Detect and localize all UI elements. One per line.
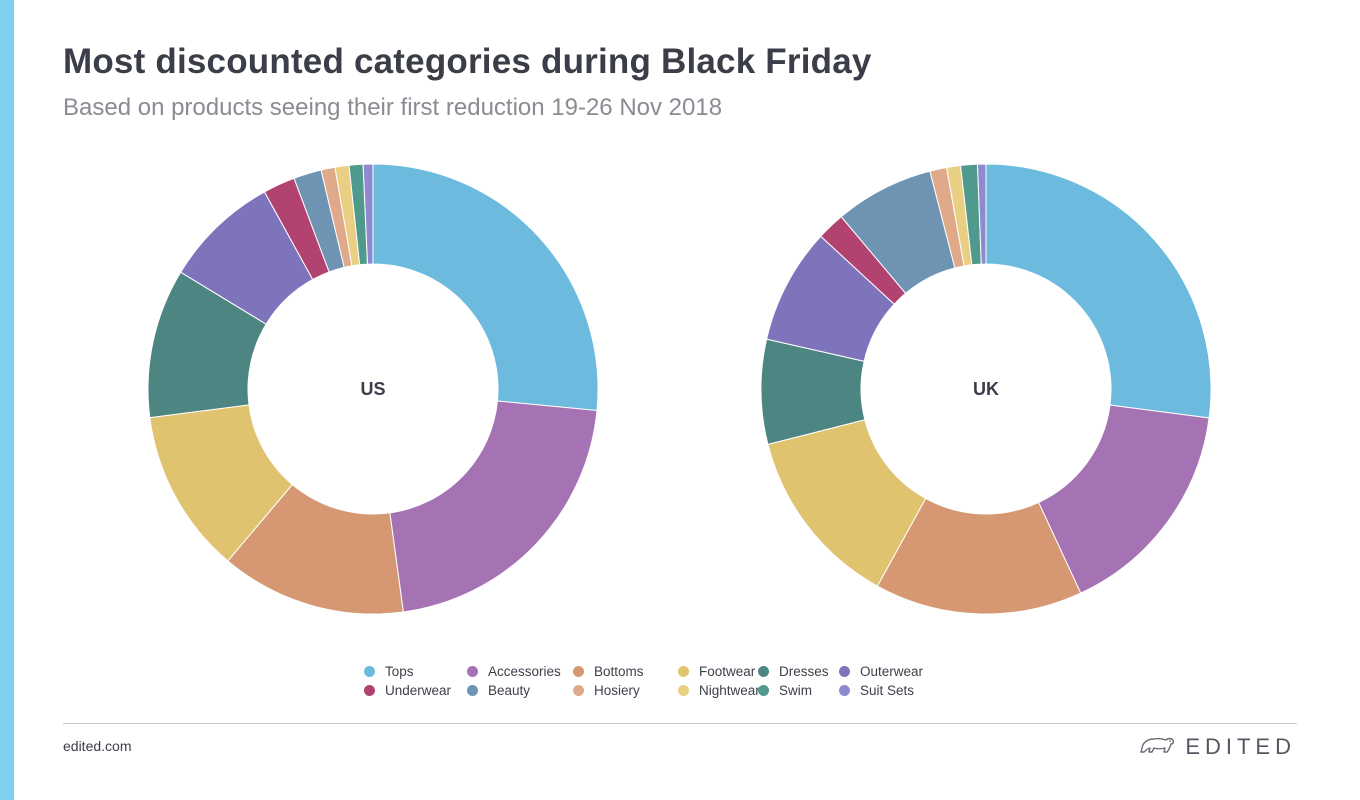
legend-item-dresses: Dresses (758, 662, 839, 680)
legend-swatch-outerwear (839, 665, 850, 677)
legend-label-bottoms: Bottoms (594, 663, 644, 679)
legend-item-swim: Swim (758, 681, 839, 699)
legend-swatch-nightwear (678, 684, 689, 696)
donut-us: US (147, 163, 599, 615)
left-accent-stripe (0, 0, 14, 800)
legend-swatch-tops (364, 665, 375, 677)
chart-title: Most discounted categories during Black … (63, 42, 872, 81)
legend-item-outerwear: Outerwear (839, 662, 939, 680)
legend-swatch-dresses (758, 665, 769, 677)
legend-item-accessories: Accessories (467, 662, 573, 680)
legend-swatch-swim (758, 684, 769, 696)
legend-item-tops: Tops (364, 662, 467, 680)
legend-label-dresses: Dresses (779, 663, 829, 679)
legend-swatch-bottoms (573, 665, 584, 677)
legend-label-underwear: Underwear (385, 682, 452, 698)
slice-uk-accessories (1037, 404, 1210, 594)
legend-swatch-hosiery (573, 684, 584, 696)
legend-item-nightwear: Nightwear (678, 681, 760, 699)
footer-divider (63, 723, 1297, 724)
legend-swatch-accessories (467, 665, 478, 677)
brand-logo: EDITED (1139, 733, 1296, 760)
legend-label-footwear: Footwear (699, 663, 756, 679)
chart-subtitle: Based on products seeing their first red… (63, 94, 723, 121)
legend-swatch-suit-sets (839, 684, 850, 696)
slice-us-suit-sets (362, 163, 374, 265)
donut-center-label-us: US (360, 379, 385, 399)
legend-item-bottoms: Bottoms (573, 662, 678, 680)
legend-label-accessories: Accessories (488, 663, 561, 679)
legend-item-suit-sets: Suit Sets (839, 681, 939, 699)
legend-item-beauty: Beauty (467, 681, 573, 699)
legend-label-suit-sets: Suit Sets (860, 682, 915, 698)
donut-charts: US UK (147, 163, 1212, 615)
legend-label-outerwear: Outerwear (860, 663, 924, 679)
legend-item-footwear: Footwear (678, 662, 758, 680)
legend-label-nightwear: Nightwear (699, 682, 760, 698)
legend-swatch-footwear (678, 665, 689, 677)
slice-uk-tops (985, 163, 1212, 419)
slice-uk-suit-sets (976, 163, 987, 265)
polar-bear-logo-icon (1139, 733, 1177, 760)
legend-item-underwear: Underwear (364, 681, 467, 699)
legend-label-beauty: Beauty (488, 682, 531, 698)
chart-legend: Tops Accessories Bottoms Footwear Dresse… (364, 662, 1004, 699)
legend-label-swim: Swim (779, 682, 812, 698)
legend-label-tops: Tops (385, 663, 414, 679)
legend-label-hosiery: Hosiery (594, 682, 640, 698)
donut-uk: UK (760, 163, 1212, 615)
donut-center-label-uk: UK (973, 379, 999, 399)
legend-swatch-underwear (364, 684, 375, 696)
slice-us-accessories (389, 400, 598, 613)
footer-url-link[interactable]: edited.com (63, 738, 132, 754)
brand-name: EDITED (1185, 733, 1296, 759)
legend-swatch-beauty (467, 684, 478, 696)
slice-us-tops (372, 163, 599, 412)
legend-item-hosiery: Hosiery (573, 681, 678, 699)
